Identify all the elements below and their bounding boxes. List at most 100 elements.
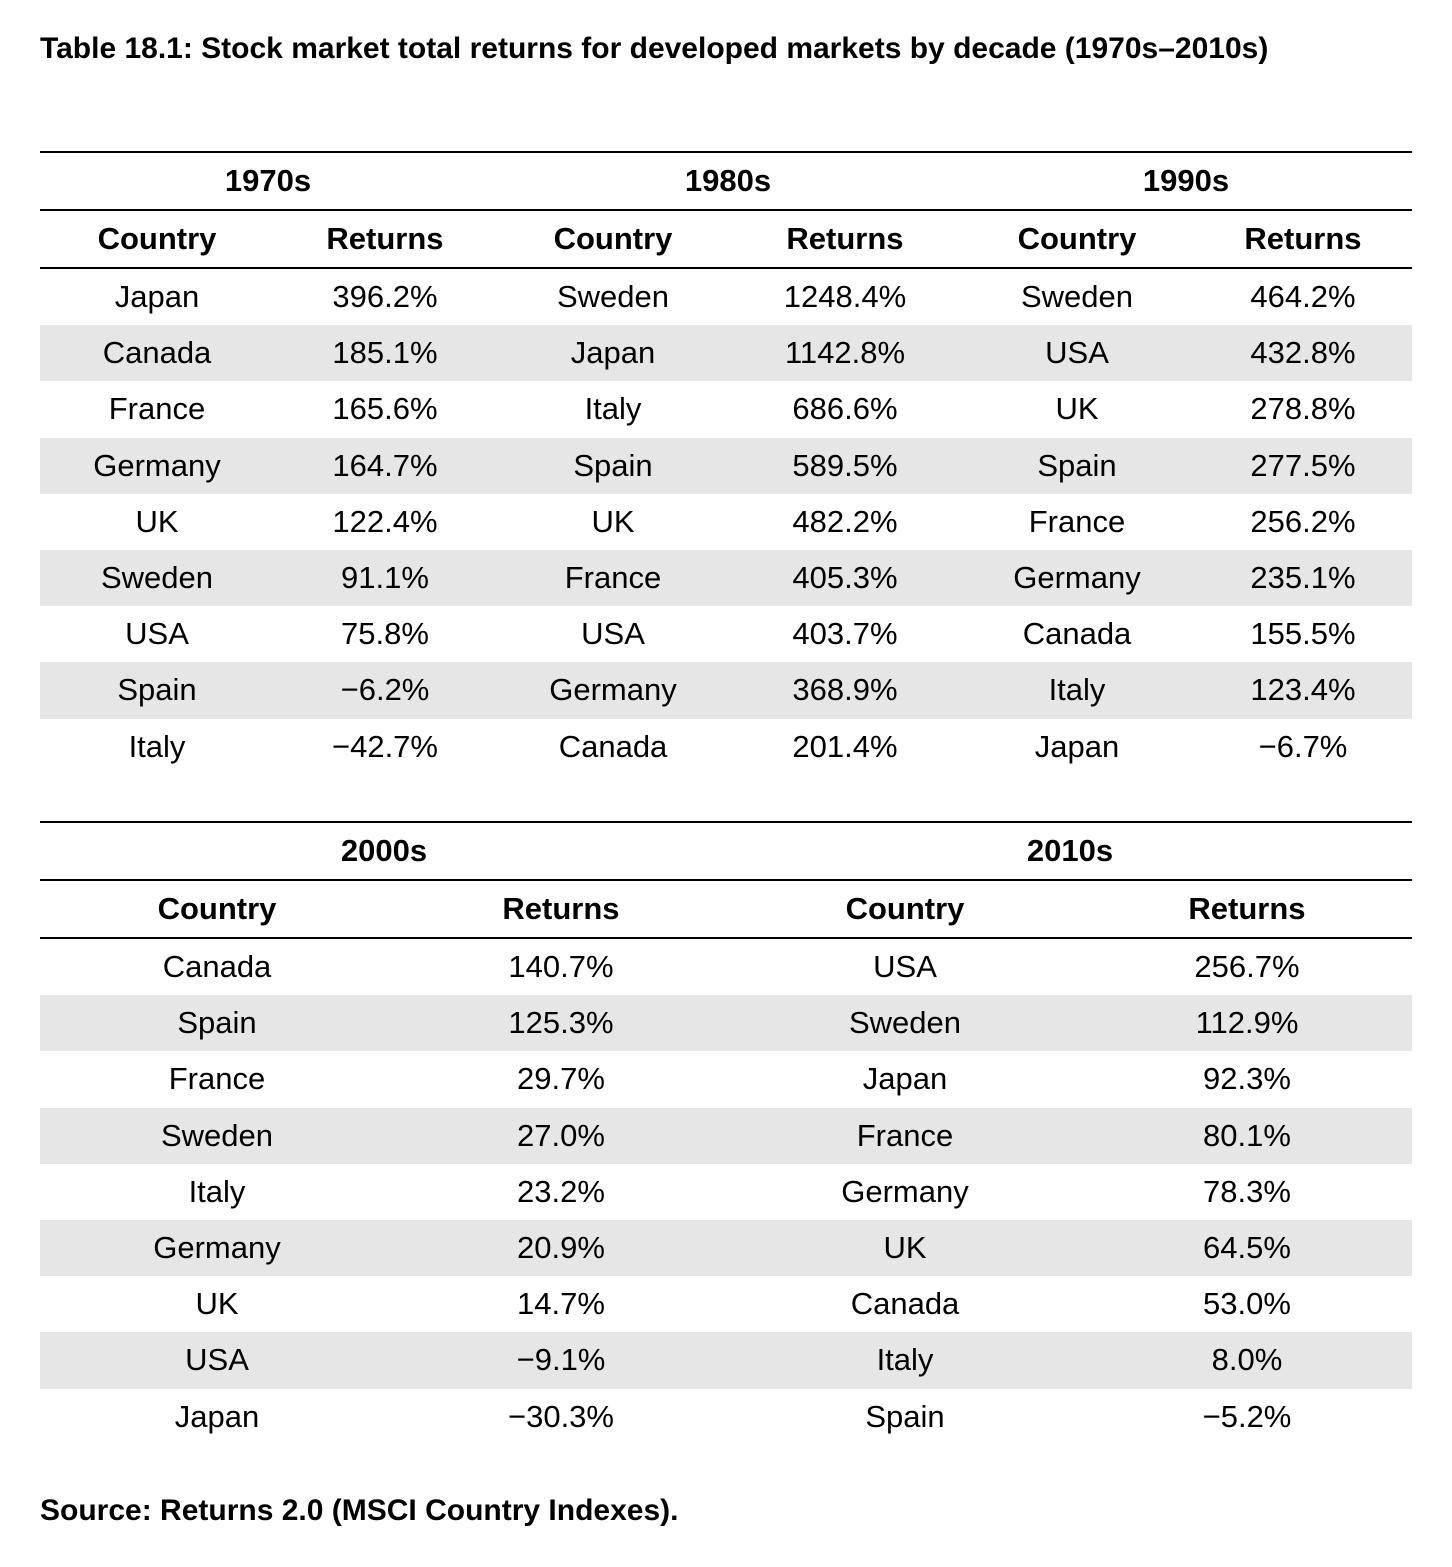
returns-cell: 92.3% bbox=[1203, 1061, 1291, 1097]
returns-cell: 29.7% bbox=[517, 1061, 605, 1097]
column-header-country: Country bbox=[40, 210, 274, 269]
country-cell: Japan bbox=[496, 325, 730, 382]
country-cell: Germany bbox=[496, 662, 730, 719]
country-cell: Sweden bbox=[556, 279, 670, 315]
country-cell: Spain bbox=[40, 662, 274, 719]
returns-cell: 27.0% bbox=[394, 1107, 728, 1164]
country-cell: Germany bbox=[40, 437, 274, 494]
decade-header-2010s: 2010s bbox=[728, 821, 1412, 881]
column-header-row: Country Returns Country Returns bbox=[40, 880, 1412, 939]
returns-cell: 589.5% bbox=[730, 437, 960, 494]
table-row: UK 122.4% UK 482.2% France 256.2% bbox=[40, 494, 1412, 550]
decade-header-row: 1970s 1980s 1990s bbox=[40, 151, 1412, 211]
table-row: Japan −30.3% Spain −5.2% bbox=[40, 1389, 1412, 1445]
returns-cell: 201.4% bbox=[792, 728, 898, 764]
column-header-returns: Returns bbox=[1194, 210, 1412, 269]
returns-cell: 155.5% bbox=[1250, 616, 1356, 652]
country-cell: Canada bbox=[40, 325, 274, 382]
returns-cell: 14.7% bbox=[517, 1286, 605, 1322]
source-note: Source: Returns 2.0 (MSCI Country Indexe… bbox=[40, 1494, 679, 1527]
table-body: Japan 396.2% Sweden 1248.4% Sweden 464.2% Cana… bbox=[40, 268, 1412, 775]
country-cell: UK bbox=[1055, 391, 1099, 427]
returns-table-2000s-2010s: 2000s 2010s Country Returns Country Retu… bbox=[40, 821, 1412, 1445]
country-cell: UK bbox=[135, 503, 179, 539]
returns-cell: −5.2% bbox=[1202, 1398, 1292, 1434]
table-body: Canada 140.7% USA 256.7% Spain 125.3% Sweden 11… bbox=[40, 938, 1412, 1445]
returns-cell: 396.2% bbox=[332, 279, 438, 315]
table-row: Italy 23.2% Germany 78.3% bbox=[40, 1164, 1412, 1220]
country-cell: Sweden bbox=[40, 549, 274, 607]
country-cell: Japan bbox=[862, 1061, 948, 1097]
returns-cell: 123.4% bbox=[1194, 662, 1412, 719]
country-cell: Germany bbox=[960, 549, 1194, 607]
returns-cell: 53.0% bbox=[1203, 1286, 1291, 1322]
column-header-country: Country bbox=[496, 210, 730, 269]
country-cell: Germany bbox=[40, 1219, 394, 1277]
country-cell: UK bbox=[728, 1219, 1082, 1277]
country-cell: France bbox=[1028, 503, 1126, 539]
column-header-returns: Returns bbox=[394, 880, 728, 939]
returns-cell: 432.8% bbox=[1194, 325, 1412, 382]
country-cell: Sweden bbox=[1020, 279, 1134, 315]
returns-cell: 1142.8% bbox=[730, 325, 960, 382]
returns-cell: 78.3% bbox=[1203, 1173, 1291, 1209]
returns-cell: 75.8% bbox=[341, 616, 429, 652]
column-header-country: Country bbox=[960, 210, 1194, 269]
returns-cell: 91.1% bbox=[274, 549, 496, 607]
returns-cell: 464.2% bbox=[1250, 279, 1356, 315]
country-cell: Italy bbox=[960, 662, 1194, 719]
returns-cell: −6.2% bbox=[274, 662, 496, 719]
country-cell: Japan bbox=[114, 279, 200, 315]
country-cell: UK bbox=[591, 503, 635, 539]
table-row: France 165.6% Italy 686.6% UK 278.8% bbox=[40, 381, 1412, 437]
returns-cell: 165.6% bbox=[332, 391, 438, 427]
column-header-country: Country bbox=[40, 880, 394, 939]
table-row: UK 14.7% Canada 53.0% bbox=[40, 1276, 1412, 1332]
country-cell: France bbox=[108, 391, 206, 427]
country-cell: USA bbox=[581, 616, 645, 652]
country-cell: Sweden bbox=[40, 1107, 394, 1164]
table-row: Canada 140.7% USA 256.7% bbox=[40, 938, 1412, 995]
returns-cell: 64.5% bbox=[1082, 1219, 1412, 1277]
table-row: Sweden 27.0% France 80.1% bbox=[40, 1107, 1412, 1164]
country-cell: USA bbox=[125, 616, 189, 652]
country-cell: Canada bbox=[558, 728, 668, 764]
returns-cell: 140.7% bbox=[508, 949, 614, 985]
table-row: Spain −6.2% Germany 368.9% Italy 123.4% bbox=[40, 662, 1412, 719]
returns-cell: 256.2% bbox=[1250, 503, 1356, 539]
table-row: Japan 396.2% Sweden 1248.4% Sweden 464.2% bbox=[40, 268, 1412, 325]
country-cell: Japan bbox=[1034, 728, 1120, 764]
country-cell: UK bbox=[195, 1286, 239, 1322]
country-cell: Sweden bbox=[728, 995, 1082, 1052]
country-cell: Italy bbox=[728, 1332, 1082, 1389]
returns-cell: 112.9% bbox=[1082, 995, 1412, 1052]
table-row: France 29.7% Japan 92.3% bbox=[40, 1051, 1412, 1107]
returns-cell: −42.7% bbox=[331, 728, 438, 764]
returns-cell: 23.2% bbox=[517, 1173, 605, 1209]
country-cell: USA bbox=[40, 1332, 394, 1389]
country-cell: Germany bbox=[841, 1173, 969, 1209]
country-cell: USA bbox=[960, 325, 1194, 382]
decade-header-1980s: 1980s bbox=[496, 151, 960, 211]
returns-cell: 122.4% bbox=[332, 503, 438, 539]
table-row: USA −9.1% Italy 8.0% bbox=[40, 1332, 1412, 1389]
returns-cell: 125.3% bbox=[394, 995, 728, 1052]
returns-cell: −6.7% bbox=[1258, 728, 1348, 764]
country-cell: Spain bbox=[40, 995, 394, 1052]
table-row: Spain 125.3% Sweden 112.9% bbox=[40, 995, 1412, 1052]
returns-cell: 185.1% bbox=[274, 325, 496, 382]
returns-cell: 235.1% bbox=[1194, 549, 1412, 607]
column-header-returns: Returns bbox=[274, 210, 496, 269]
returns-cell: 277.5% bbox=[1194, 437, 1412, 494]
returns-cell: 80.1% bbox=[1082, 1107, 1412, 1164]
table-row: Germany 20.9% UK 64.5% bbox=[40, 1219, 1412, 1277]
returns-cell: 256.7% bbox=[1194, 949, 1300, 985]
country-cell: Italy bbox=[584, 391, 642, 427]
table-row: Sweden 91.1% France 405.3% Germany 235.1% bbox=[40, 549, 1412, 607]
decade-header-1990s: 1990s bbox=[960, 151, 1412, 211]
country-cell: Canada bbox=[850, 1286, 960, 1322]
country-cell: Italy bbox=[128, 728, 186, 764]
country-cell: Spain bbox=[960, 437, 1194, 494]
returns-cell: −9.1% bbox=[394, 1332, 728, 1389]
decade-header-row: 2000s 2010s bbox=[40, 821, 1412, 881]
